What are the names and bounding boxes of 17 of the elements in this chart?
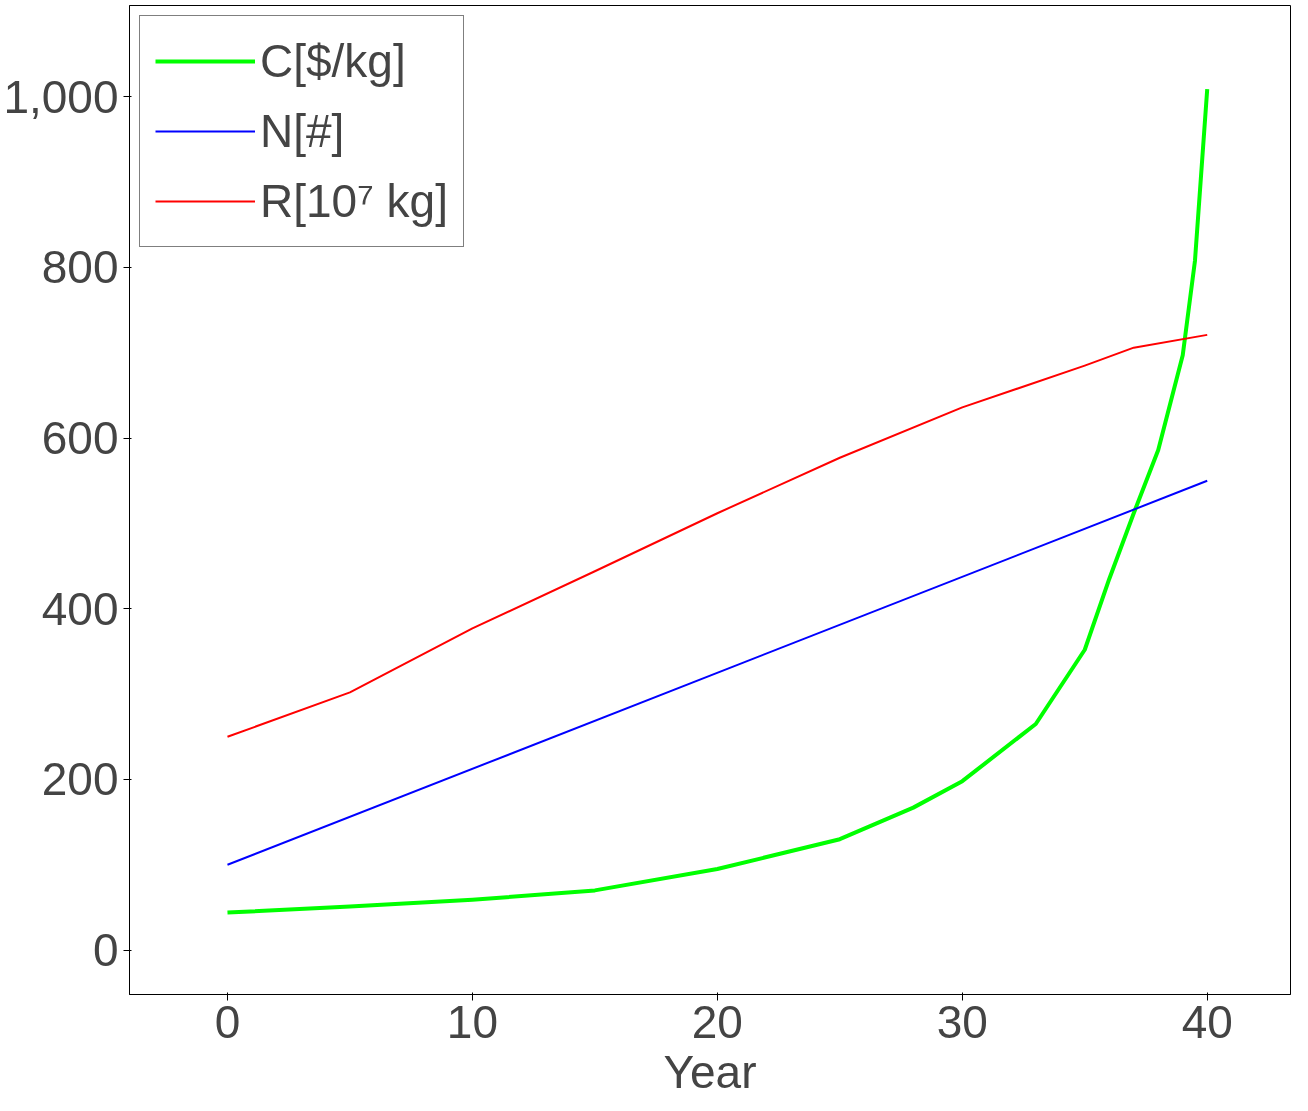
line-series [225, 87, 1210, 915]
y-tick-label: 1,000 [3, 70, 119, 123]
x-tick-label: 0 [214, 995, 241, 1048]
y-tick-label: 200 [41, 753, 119, 806]
x-tick-label: 40 [1181, 995, 1233, 1048]
y-tick-label: 800 [41, 241, 119, 294]
x-axis-title: Year [663, 1045, 757, 1098]
legend-label: R[10⁷ kg] [260, 174, 448, 229]
legend-label: C[$/kg] [260, 34, 406, 89]
legend-label: N[#] [260, 104, 345, 159]
line-series [226, 333, 1209, 738]
y-tick-label: 600 [41, 412, 119, 465]
x-tick-label: 20 [691, 995, 743, 1048]
y-tick-label: 0 [92, 924, 119, 977]
x-tick-label: 30 [936, 995, 988, 1048]
x-tick-label: 10 [446, 995, 498, 1048]
y-tick-label: 400 [41, 582, 119, 635]
